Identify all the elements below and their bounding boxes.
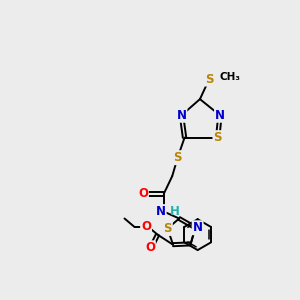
- Text: S: S: [164, 222, 172, 235]
- Text: H: H: [170, 205, 180, 218]
- Text: O: O: [145, 241, 155, 254]
- Text: S: S: [173, 151, 182, 164]
- Text: O: O: [141, 220, 151, 233]
- Text: CH₃: CH₃: [220, 72, 241, 82]
- Text: S: S: [213, 131, 222, 144]
- Text: N: N: [215, 109, 225, 122]
- Text: N: N: [156, 205, 166, 218]
- Text: S: S: [205, 73, 213, 85]
- Text: N: N: [176, 109, 187, 122]
- Text: O: O: [138, 187, 148, 200]
- Text: N: N: [193, 221, 202, 234]
